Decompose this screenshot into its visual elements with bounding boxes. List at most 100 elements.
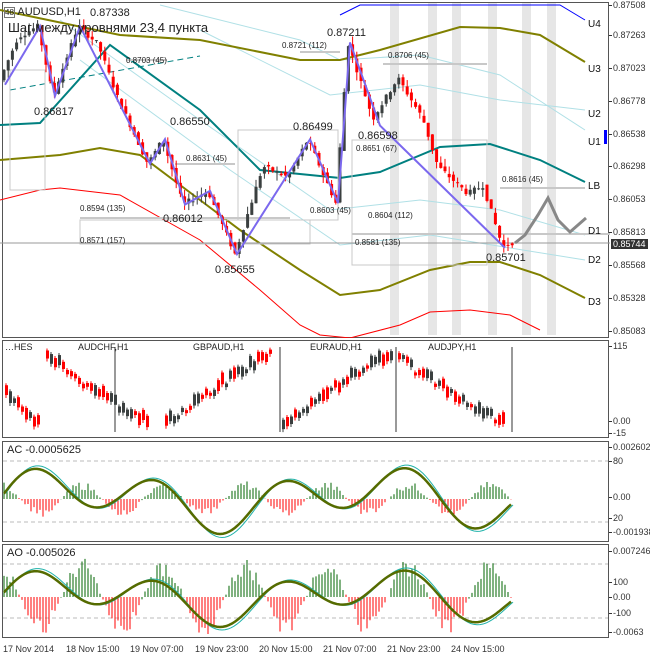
zigzag-line [4, 23, 506, 257]
candle [283, 172, 287, 176]
basket-candle [193, 394, 196, 406]
basket-candle [310, 397, 313, 407]
candle [31, 28, 35, 32]
ao-indicator-panel[interactable] [2, 544, 609, 638]
candle [15, 42, 19, 50]
upper-band-line [339, 4, 586, 21]
candle [397, 77, 401, 85]
basket-candle [245, 369, 248, 374]
zigzag-label: 0.86012 [163, 213, 203, 225]
basket-candle [78, 377, 81, 384]
fib-label: 0.8616 (45) [502, 175, 543, 184]
basket-candle [146, 415, 149, 428]
time-tick: 21 Nov 23:00 [387, 644, 441, 654]
symbol-title: 48 AUDUSD,H1 [4, 6, 81, 18]
basket-candle [217, 380, 220, 392]
axis-tick: 0.007246 [609, 546, 650, 556]
candle [250, 202, 254, 215]
candle [309, 142, 313, 144]
price-tick: 0.86778 [609, 96, 646, 106]
basket-candle [350, 367, 353, 378]
basket-candle [173, 416, 176, 424]
candle [372, 107, 376, 120]
candle [120, 98, 124, 109]
basket-candle [130, 409, 133, 419]
basket-candle [13, 398, 16, 403]
basket-candle [33, 416, 36, 427]
time-tick: 20 Nov 15:00 [259, 644, 313, 654]
basket-candle [249, 355, 252, 368]
candle [258, 176, 262, 188]
basket-candle [29, 412, 32, 418]
basket-candle [9, 391, 12, 403]
ac-indicator-panel[interactable] [2, 441, 609, 542]
price-chart[interactable] [0, 0, 610, 338]
candle [246, 214, 250, 228]
basket-candle [498, 414, 501, 425]
candle [451, 174, 455, 181]
level-u4: U4 [588, 19, 601, 30]
candle [78, 26, 82, 35]
basket-candle [294, 409, 297, 418]
basket-candle [134, 411, 137, 416]
basket-candle [346, 376, 349, 385]
candle [94, 40, 98, 42]
candle [288, 173, 292, 178]
candle [355, 58, 359, 73]
basket-candle [410, 359, 413, 368]
price-tick: 0.85568 [609, 260, 646, 270]
candle [204, 192, 208, 197]
basket-candle [418, 369, 421, 376]
candle [405, 86, 409, 95]
candle [275, 171, 279, 173]
basket-candle [406, 356, 409, 363]
candle [149, 157, 153, 162]
candle [485, 184, 489, 201]
candle [162, 142, 166, 147]
level-u3: U3 [588, 64, 601, 75]
basket-candle [98, 389, 101, 397]
fib-label: 0.8603 (45) [310, 206, 351, 215]
candle [254, 186, 258, 204]
basket-candle [201, 394, 204, 399]
basket-candle [265, 353, 268, 362]
basket-candle [290, 416, 293, 425]
lower-band-line [0, 146, 586, 299]
basket-candle [430, 371, 433, 381]
basket-candle [322, 389, 325, 401]
candle [52, 82, 56, 93]
scroll-marker[interactable] [604, 130, 607, 144]
basket-candle [314, 399, 317, 404]
basket-candle [205, 388, 208, 396]
basket-candle [474, 406, 477, 414]
candle [191, 201, 195, 203]
candle [376, 112, 380, 121]
main-price-panel[interactable] [2, 2, 609, 338]
candle [510, 243, 514, 246]
candle [456, 182, 460, 184]
price-tick: 0.86298 [609, 161, 646, 171]
basket-candle [118, 406, 121, 413]
time-tick: 19 Nov 07:00 [130, 644, 184, 654]
fib-label: 0.8651 (67) [356, 144, 397, 153]
basket-candle [390, 351, 393, 361]
zigzag-label: 0.86817 [34, 106, 74, 118]
basket-candle [338, 382, 341, 393]
candle [136, 132, 140, 145]
basket-candle [286, 417, 289, 427]
basket-candle [478, 402, 481, 414]
candle [363, 85, 367, 97]
price-tick: 0.86053 [609, 194, 646, 204]
zigzag-label: 0.87338 [90, 7, 130, 19]
candle [430, 134, 434, 150]
price-tick: 0.85813 [609, 227, 646, 237]
candle [464, 188, 468, 195]
basket-candle [470, 404, 473, 408]
level-d2: D2 [588, 255, 601, 266]
basket-candle [58, 355, 61, 366]
basket-candle [402, 355, 405, 359]
basket-candle [334, 380, 337, 388]
ao-label: AO -0.005026 [7, 547, 76, 559]
basket-candle [50, 354, 53, 364]
basket-candle [122, 402, 125, 413]
